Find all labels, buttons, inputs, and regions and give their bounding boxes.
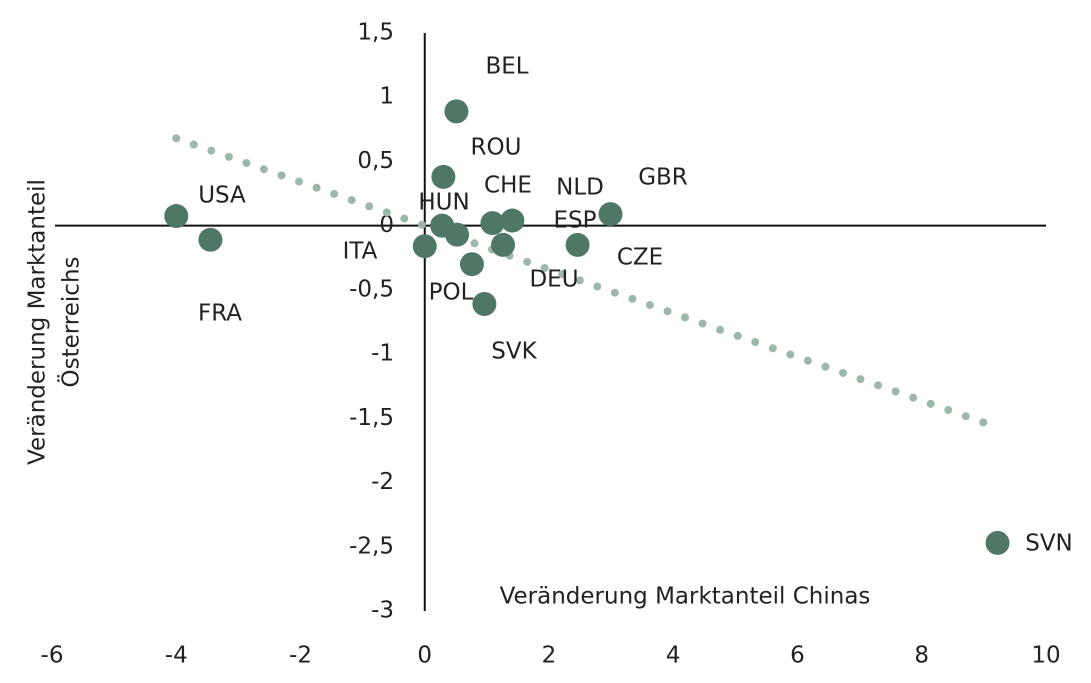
y-tick-label: -2,5 [349, 533, 394, 559]
x-tick-label: 4 [666, 643, 681, 669]
y-tick-label: -1,5 [349, 405, 394, 431]
point-label: ROU [471, 135, 522, 161]
point [444, 99, 469, 124]
x-tick-label: 8 [914, 643, 929, 669]
y-tick-label: 1,5 [357, 20, 394, 46]
point [985, 530, 1010, 555]
point [445, 222, 470, 247]
point-label: SVN [1025, 531, 1073, 557]
point-label: SVK [491, 339, 537, 365]
x-tick-label: 10 [1031, 643, 1060, 669]
point-label: FRA [198, 301, 242, 327]
y-axis-title: Veränderung Marktanteil Österreichs [25, 179, 85, 465]
x-axis-title: Veränderung Marktanteil Chinas [500, 584, 871, 610]
point [480, 211, 505, 236]
point [431, 164, 456, 189]
point-label: ITA [343, 239, 378, 265]
point-label: CHE [484, 173, 532, 199]
point [459, 252, 484, 277]
x-tick-label: 2 [542, 643, 557, 669]
y-tick-label: -2 [371, 469, 394, 495]
point-label: BEL [485, 54, 528, 80]
point-label: NLD [556, 175, 604, 201]
point [598, 202, 623, 227]
x-tick-label: -2 [289, 643, 312, 669]
point [500, 208, 525, 233]
y-tick-label: -0,5 [349, 276, 394, 302]
y-tick-label: 1 [379, 84, 394, 110]
point-label: GBR [638, 165, 688, 191]
point [472, 292, 497, 317]
x-tick-label: -4 [165, 643, 188, 669]
x-tick-label: -6 [41, 643, 64, 669]
x-tick-label: 0 [417, 643, 432, 669]
y-tick-label: 0,5 [357, 148, 394, 174]
y-tick-label: 0 [379, 212, 394, 238]
y-axis-title-line: Veränderung Marktanteil [25, 179, 51, 465]
point-label: ESP [553, 208, 596, 234]
y-tick-label: -3 [371, 598, 394, 624]
point [198, 227, 223, 252]
point-label: USA [198, 183, 246, 209]
trendline [172, 134, 995, 429]
point [164, 204, 189, 229]
y-axis-title-line: Österreichs [57, 256, 85, 387]
x-tick-label: 6 [790, 643, 805, 669]
point [412, 234, 437, 259]
point-label: CZE [617, 245, 663, 271]
point-label: POL [429, 280, 474, 306]
point-label: DEU [529, 267, 578, 293]
y-tick-label: -1 [371, 341, 394, 367]
point-label: HUN [418, 190, 469, 216]
point [491, 232, 516, 257]
point [565, 232, 590, 257]
